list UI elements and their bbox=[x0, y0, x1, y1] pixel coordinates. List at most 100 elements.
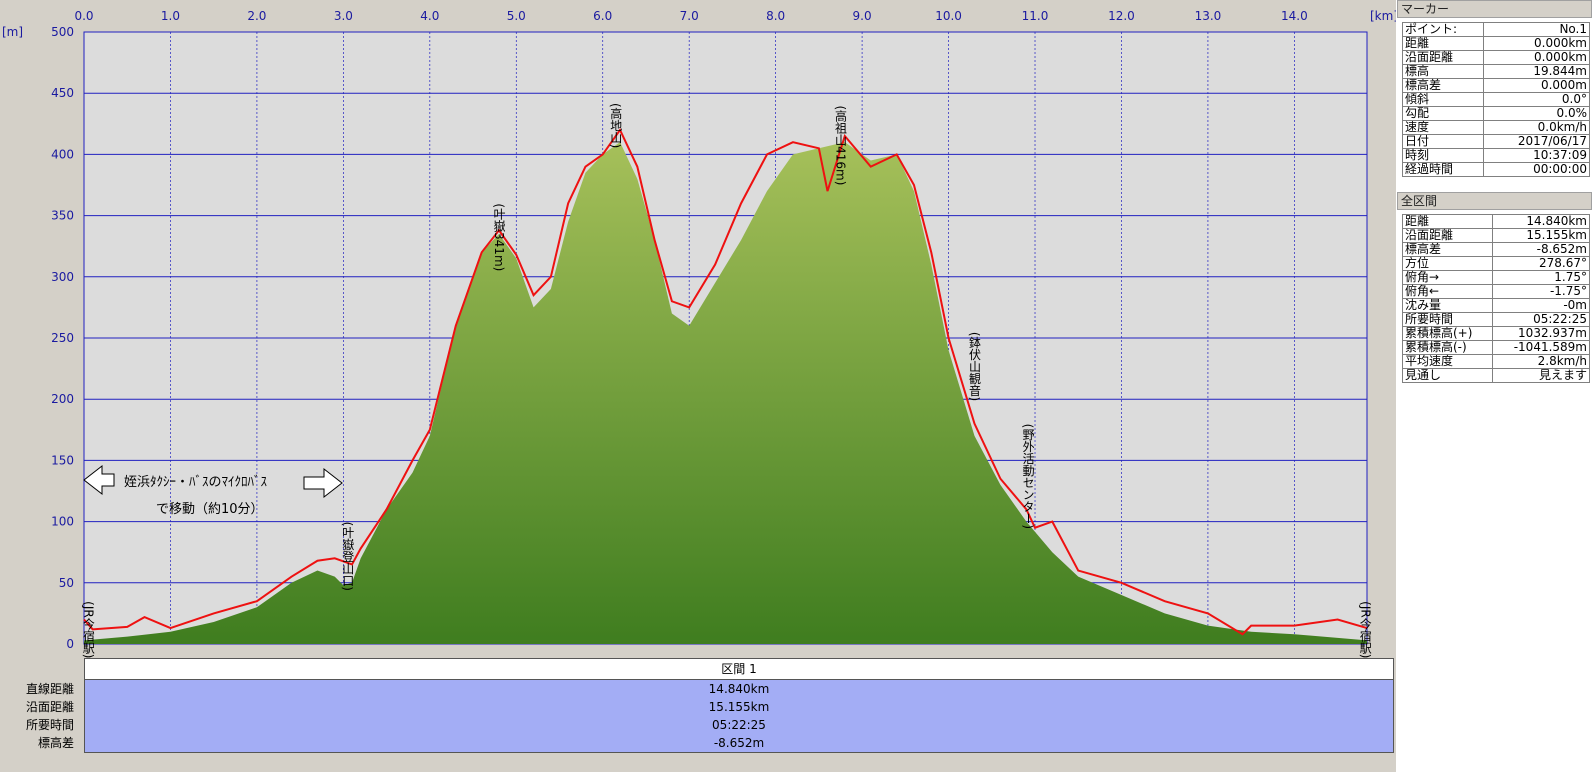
x-tick-label: 4.0 bbox=[420, 9, 439, 23]
info-key: 沿面距離 bbox=[1402, 228, 1493, 243]
info-key: 累積標高(+) bbox=[1402, 326, 1493, 341]
info-value: 14.840km bbox=[1491, 214, 1591, 229]
y-tick-label: 100 bbox=[51, 515, 74, 529]
info-key: 所要時間 bbox=[1402, 312, 1493, 327]
info-key: 日付 bbox=[1401, 134, 1485, 149]
info-row: 方位 278.67° bbox=[1402, 256, 1591, 271]
stat-value: 15.155km bbox=[708, 700, 770, 714]
info-value: No.1 bbox=[1483, 22, 1590, 37]
y-tick-label: 200 bbox=[51, 392, 74, 406]
info-key: 累積標高(-) bbox=[1402, 340, 1493, 355]
info-row: 俯角← -1.75° bbox=[1402, 284, 1591, 299]
info-key: 速度 bbox=[1401, 120, 1485, 135]
peak-annotation: (鉢伏山観音) bbox=[967, 332, 981, 401]
info-side-panel: マーカー ポイント: No.1 距離 0.000km 沿面距離 0.000km 標高 19.8… bbox=[1396, 0, 1596, 772]
info-row: 沿面距離 15.155km bbox=[1402, 228, 1591, 243]
peak-annotation: (高祖山416m) bbox=[833, 105, 847, 185]
stat-label: 標高差 bbox=[37, 736, 74, 750]
x-unit-label: [km] bbox=[1370, 9, 1396, 23]
info-row: 累積標高(+) 1032.937m bbox=[1402, 326, 1591, 341]
peak-annotation: (JR今宿駅) bbox=[1358, 601, 1372, 658]
info-key: 平均速度 bbox=[1402, 354, 1493, 369]
info-value: 278.67° bbox=[1491, 256, 1591, 271]
stat-value: 05:22:25 bbox=[712, 718, 766, 732]
x-tick-label: 1.0 bbox=[161, 9, 180, 23]
note-line-2: で移動（約10分） bbox=[156, 502, 264, 517]
peak-annotation: (叶嶽341m) bbox=[492, 203, 506, 271]
peak-annotation: (叶嶽登山口) bbox=[341, 522, 355, 591]
info-row: 距離 0.000km bbox=[1401, 36, 1590, 51]
peak-annotation: (高地山) bbox=[609, 103, 623, 148]
stat-label: 直線距離 bbox=[25, 682, 74, 696]
info-value: 0.0km/h bbox=[1483, 120, 1590, 135]
info-row: 俯角→ 1.75° bbox=[1402, 270, 1591, 285]
x-tick-label: 11.0 bbox=[1022, 9, 1049, 23]
info-key: 沿面距離 bbox=[1401, 50, 1485, 65]
x-tick-label: 7.0 bbox=[680, 9, 699, 23]
x-tick-label: 12.0 bbox=[1108, 9, 1135, 23]
x-tick-label: 2.0 bbox=[247, 9, 266, 23]
tick-layer: 0.0 1.0 2.0 3.0 4.0 5.0 6.0 7.0 8.0 9.0 10.0 11.0 12… bbox=[51, 9, 1308, 651]
info-key: 標高差 bbox=[1401, 78, 1485, 93]
y-tick-label: 350 bbox=[51, 209, 74, 223]
info-key: 距離 bbox=[1402, 214, 1493, 229]
info-value: 10:37:09 bbox=[1483, 148, 1590, 163]
info-value: 00:00:00 bbox=[1483, 162, 1590, 177]
marker-section-header[interactable]: マーカー bbox=[1397, 0, 1592, 18]
info-row: 経過時間 00:00:00 bbox=[1401, 162, 1590, 177]
info-key: 沈み量 bbox=[1402, 298, 1493, 313]
stat-label: 沿面距離 bbox=[25, 700, 74, 714]
info-row: 沿面距離 0.000km bbox=[1401, 50, 1590, 65]
info-row: 標高差 -8.652m bbox=[1402, 242, 1591, 257]
stat-value: -8.652m bbox=[713, 736, 765, 750]
info-row: 沈み量 -0m bbox=[1402, 298, 1591, 313]
info-key: 方位 bbox=[1402, 256, 1493, 271]
info-value: 15.155km bbox=[1491, 228, 1591, 243]
info-key: 距離 bbox=[1401, 36, 1485, 51]
info-value: 0.0% bbox=[1483, 106, 1590, 121]
peak-annotation: (野外活動センター) bbox=[1021, 424, 1035, 529]
info-value: -8.652m bbox=[1491, 242, 1591, 257]
y-tick-label: 400 bbox=[51, 147, 74, 161]
info-row: 平均速度 2.8km/h bbox=[1402, 354, 1591, 369]
series-layer bbox=[83, 127, 1368, 644]
x-tick-label: 10.0 bbox=[935, 9, 962, 23]
info-value: -1041.589m bbox=[1491, 340, 1591, 355]
annotation-layer: (JR今宿駅) (叶嶽登山口) (叶嶽341m) (高地山) (高祖山416m) (鉢伏山… bbox=[81, 103, 1372, 658]
info-row: 勾配 0.0% bbox=[1401, 106, 1590, 121]
info-row: 速度 0.0km/h bbox=[1401, 120, 1590, 135]
segment-header[interactable]: 区間 1 bbox=[84, 658, 1394, 680]
info-row: 標高 19.844m bbox=[1401, 64, 1590, 79]
y-tick-label: 0 bbox=[66, 637, 74, 651]
gps-track-line bbox=[83, 127, 1368, 636]
info-key: 見通し bbox=[1402, 368, 1493, 383]
y-unit-label: [m] bbox=[2, 25, 23, 39]
info-value: -1.75° bbox=[1491, 284, 1591, 299]
x-tick-label: 13.0 bbox=[1195, 9, 1222, 23]
x-tick-label: 0.0 bbox=[74, 9, 93, 23]
x-tick-label: 5.0 bbox=[507, 9, 526, 23]
info-key: 俯角← bbox=[1402, 284, 1493, 299]
info-key: 時刻 bbox=[1401, 148, 1485, 163]
total-section-header[interactable]: 全区間 bbox=[1397, 192, 1592, 210]
info-value: 1.75° bbox=[1491, 270, 1591, 285]
right-arrow-icon bbox=[303, 467, 343, 499]
x-tick-label: 9.0 bbox=[853, 9, 872, 23]
info-value: 2017/06/17 bbox=[1483, 134, 1590, 149]
info-value: 0.0° bbox=[1483, 92, 1590, 107]
x-tick-label: 14.0 bbox=[1281, 9, 1308, 23]
y-tick-label: 150 bbox=[51, 453, 74, 467]
info-key: 標高差 bbox=[1402, 242, 1493, 257]
info-row: 傾斜 0.0° bbox=[1401, 92, 1590, 107]
x-tick-label: 6.0 bbox=[593, 9, 612, 23]
info-key: 経過時間 bbox=[1401, 162, 1485, 177]
elevation-chart[interactable]: 0.0 1.0 2.0 3.0 4.0 5.0 6.0 7.0 8.0 9.0 10.0 11.0 12… bbox=[0, 0, 1398, 658]
info-key: ポイント: bbox=[1401, 22, 1485, 37]
info-key: 俯角→ bbox=[1402, 270, 1493, 285]
note-line-1: 姪浜ﾀｸｼｰ・ﾊﾞｽのﾏｲｸﾛﾊﾞｽ bbox=[124, 475, 268, 490]
info-key: 傾斜 bbox=[1401, 92, 1485, 107]
info-value: 2.8km/h bbox=[1491, 354, 1591, 369]
info-row: ポイント: No.1 bbox=[1401, 22, 1590, 37]
segment-values: 14.840km 15.155km 05:22:25 -8.652m bbox=[84, 680, 1394, 753]
info-value: 19.844m bbox=[1483, 64, 1590, 79]
